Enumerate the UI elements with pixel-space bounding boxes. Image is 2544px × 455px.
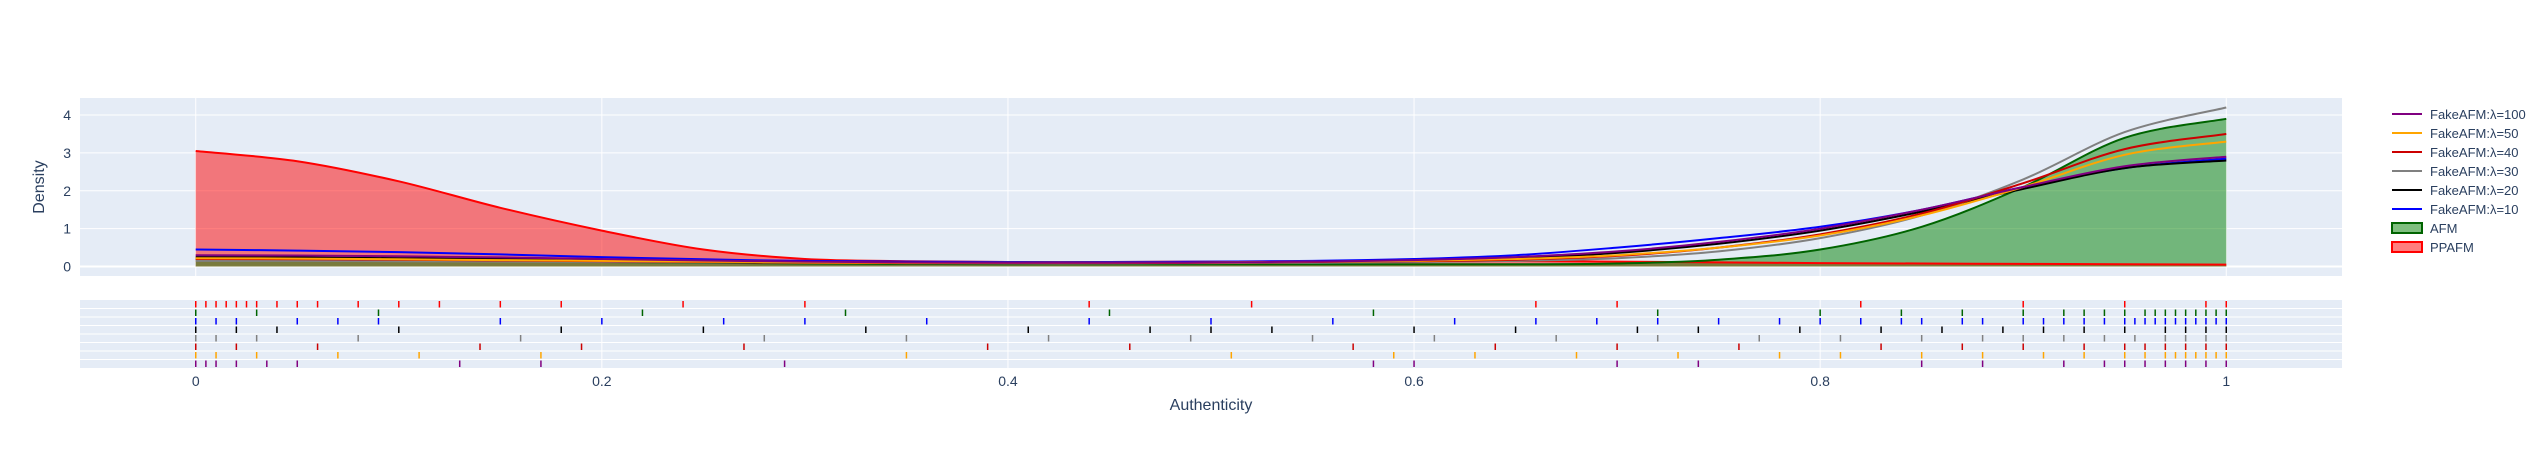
x-axis-title: Authenticity <box>1170 397 1253 414</box>
legend-item-fakeafm-50[interactable]: FakeAFM:λ=50 <box>2392 126 2519 141</box>
legend-item-ppafm[interactable]: PPAFM <box>2391 240 2474 255</box>
area-afm <box>195 118 2227 267</box>
y-axis-title: Density <box>31 160 48 213</box>
legend-label: PPAFM <box>2430 240 2474 255</box>
legend-item-fakeafm-20[interactable]: FakeAFM:λ=20 <box>2392 183 2519 198</box>
legend-item-fakeafm-10[interactable]: FakeAFM:λ=10 <box>2392 202 2519 217</box>
x-tick-label: 0.6 <box>1404 373 1424 389</box>
y-tick-label: 4 <box>63 107 71 123</box>
x-tick-label: 1 <box>2222 373 2230 389</box>
area-ppafm <box>195 151 2227 267</box>
y-tick-label: 2 <box>63 183 71 199</box>
legend-label: FakeAFM:λ=40 <box>2430 145 2519 160</box>
legend-label: FakeAFM:λ=10 <box>2430 202 2519 217</box>
y-tick-label: 0 <box>63 259 71 275</box>
legend-label: FakeAFM:λ=30 <box>2430 164 2519 179</box>
legend-item-fakeafm-30[interactable]: FakeAFM:λ=30 <box>2392 164 2519 179</box>
legend-label: FakeAFM:λ=100 <box>2430 107 2526 122</box>
x-tick-label: 0.4 <box>998 373 1018 389</box>
y-tick-label: 3 <box>63 145 71 161</box>
x-tick-label: 0.2 <box>592 373 612 389</box>
legend-swatch <box>2391 222 2423 234</box>
legend-label: AFM <box>2430 221 2457 236</box>
legend-label: FakeAFM:λ=20 <box>2430 183 2519 198</box>
legend-item-fakeafm-100[interactable]: FakeAFM:λ=100 <box>2392 107 2526 122</box>
legend-label: FakeAFM:λ=50 <box>2430 126 2519 141</box>
legend-swatch <box>2391 241 2423 253</box>
y-tick-label: 1 <box>63 221 71 237</box>
x-tick-label: 0.8 <box>1810 373 1830 389</box>
line-fakeafm-100 <box>195 155 2227 264</box>
legend-item-afm[interactable]: AFM <box>2391 221 2457 236</box>
x-tick-label: 0 <box>192 373 200 389</box>
legend-item-fakeafm-40[interactable]: FakeAFM:λ=40 <box>2392 145 2519 160</box>
